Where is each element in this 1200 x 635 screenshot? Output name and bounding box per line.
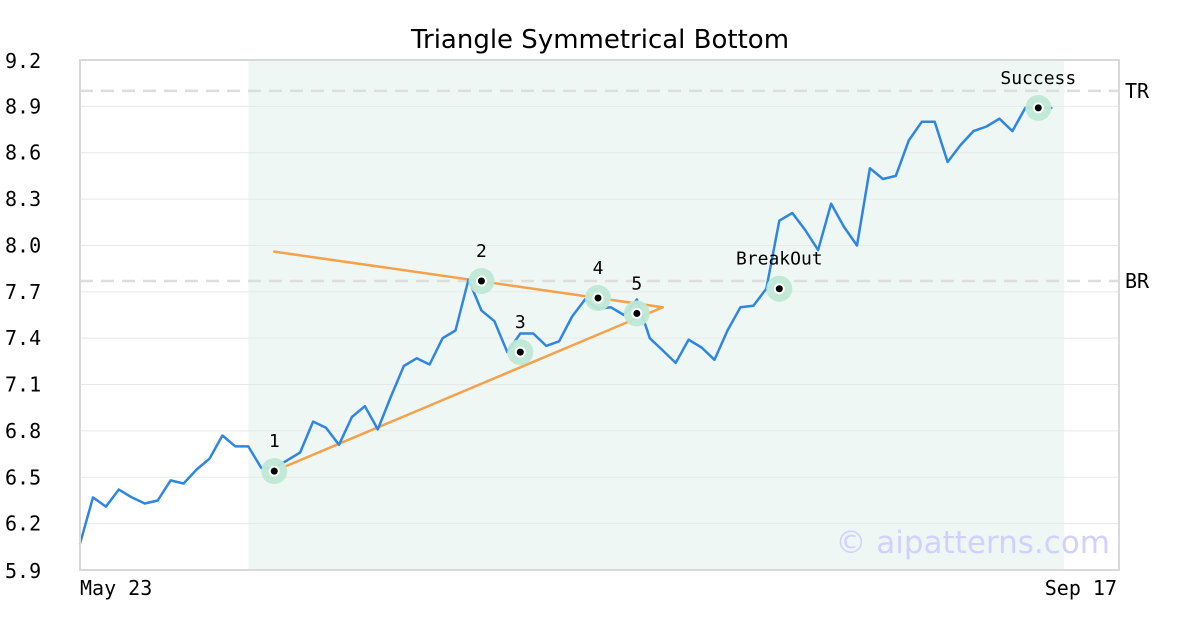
pattern-point-dot [594,294,602,302]
pattern-point-dot [1034,104,1042,112]
pattern-point-dot [516,348,524,356]
y-tick-label: 6.8 [5,419,41,443]
pattern-point-dot [633,309,641,317]
y-tick-label: 8.6 [5,141,41,165]
pattern-point-dot [477,277,485,285]
y-tick-label: 5.9 [5,559,41,583]
y-tick-label: 8.9 [5,94,41,118]
reference-label: BR [1125,269,1150,293]
y-tick-label: 8.0 [5,233,41,257]
y-tick-label: 6.5 [5,465,41,489]
y-tick-label: 8.3 [5,187,41,211]
y-tick-label: 6.2 [5,512,41,536]
x-label-start: May 23 [80,576,152,600]
pattern-point-label: BreakOut [736,249,823,270]
y-axis: 9.2 8.9 8.6 8.3 8.0 7.7 7.4 7.1 6.8 6.5 6.2 5.9 [5,49,41,583]
y-tick-label: 7.7 [5,280,41,304]
x-label-end: Sep 17 [1045,576,1117,600]
pattern-highlight-band [248,60,1065,570]
price-line [78,106,1053,545]
plot-frame [79,59,1120,571]
x-axis: May 23 Sep 17 [80,576,1117,600]
pattern-point-label: 1 [269,431,280,452]
pattern-point-label: 3 [515,312,526,333]
pattern-point-dot [270,467,278,475]
pattern-point-label: Success [1000,68,1076,89]
reference-label: TR [1125,79,1150,103]
y-tick-label: 7.4 [5,326,41,350]
pattern-point-label: 5 [631,273,642,294]
pattern-point-label: 2 [476,241,487,262]
y-tick-label: 9.2 [5,49,41,73]
watermark: © aipatterns.com [835,525,1110,561]
pattern-points: 1 2 3 4 5 BreakOut Success [261,68,1076,485]
reference-lines: TR BR [80,79,1150,293]
price-series [78,106,1053,545]
pattern-point-label: 4 [593,258,604,279]
y-tick-label: 7.1 [5,373,41,397]
chart-title: Triangle Symmetrical Bottom [410,25,789,55]
pattern-point-dot [775,285,783,293]
grid-lines [80,59,1119,571]
